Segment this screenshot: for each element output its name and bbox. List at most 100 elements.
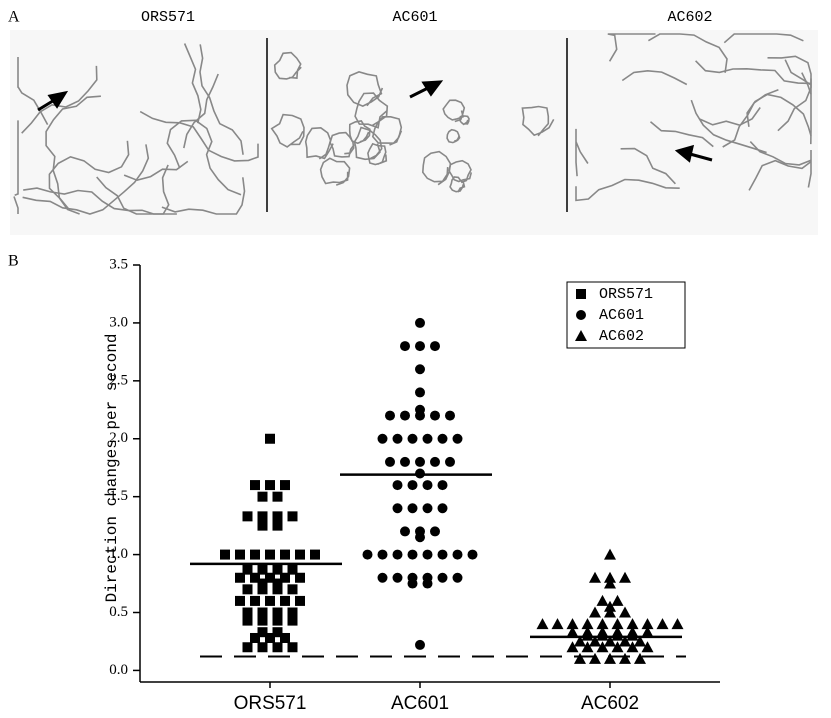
point <box>430 341 440 351</box>
point <box>400 341 410 351</box>
legend-label: AC601 <box>599 307 644 324</box>
point <box>250 550 260 560</box>
y-tick-label: 1.5 <box>109 488 128 504</box>
point <box>430 526 440 536</box>
point <box>250 480 260 490</box>
point <box>453 550 463 560</box>
panel-title: AC601 <box>392 9 437 26</box>
point <box>295 596 305 606</box>
panel-title: ORS571 <box>141 9 195 26</box>
point <box>288 616 298 626</box>
point <box>273 642 283 652</box>
point <box>423 550 433 560</box>
point <box>415 318 425 328</box>
point <box>243 642 253 652</box>
point <box>235 573 245 583</box>
point <box>604 653 616 664</box>
point <box>589 607 601 618</box>
point <box>634 653 646 664</box>
point <box>619 653 631 664</box>
point <box>273 616 283 626</box>
point <box>438 434 448 444</box>
point <box>265 480 275 490</box>
point <box>280 596 290 606</box>
point <box>258 584 268 594</box>
point <box>438 503 448 513</box>
point <box>258 521 268 531</box>
point <box>280 633 290 643</box>
legend-label: ORS571 <box>599 286 653 303</box>
y-tick-label: 1.0 <box>109 546 128 562</box>
point <box>423 503 433 513</box>
point <box>438 550 448 560</box>
point <box>258 511 268 521</box>
point <box>408 550 418 560</box>
point <box>393 503 403 513</box>
point <box>415 411 425 421</box>
point <box>378 434 388 444</box>
panel-title: AC602 <box>667 9 712 26</box>
x-tick-label: AC602 <box>581 693 639 714</box>
point <box>423 434 433 444</box>
point <box>295 550 305 560</box>
point <box>265 434 275 444</box>
point <box>258 616 268 626</box>
y-tick-label: 3.5 <box>109 256 128 272</box>
point <box>552 618 564 629</box>
point <box>445 457 455 467</box>
point <box>243 584 253 594</box>
point <box>423 579 433 589</box>
point <box>537 618 549 629</box>
point <box>243 511 253 521</box>
panel-a-background <box>10 30 818 235</box>
point <box>273 584 283 594</box>
point <box>453 434 463 444</box>
point <box>280 480 290 490</box>
point <box>430 457 440 467</box>
point <box>438 573 448 583</box>
point <box>400 411 410 421</box>
point <box>265 596 275 606</box>
point <box>576 289 586 299</box>
point <box>408 480 418 490</box>
point <box>393 573 403 583</box>
point <box>288 642 298 652</box>
point <box>415 457 425 467</box>
point <box>250 633 260 643</box>
point <box>235 596 245 606</box>
point <box>430 411 440 421</box>
point <box>378 573 388 583</box>
point <box>604 549 616 560</box>
point <box>310 550 320 560</box>
point <box>415 341 425 351</box>
point <box>468 550 478 560</box>
point <box>408 503 418 513</box>
point <box>363 550 373 560</box>
point <box>393 480 403 490</box>
point <box>235 550 245 560</box>
y-tick-label: 0.0 <box>109 662 128 678</box>
point <box>220 550 230 560</box>
y-tick-label: 2.5 <box>109 372 128 388</box>
point <box>288 584 298 594</box>
point <box>400 526 410 536</box>
point <box>589 653 601 664</box>
point <box>258 492 268 502</box>
point <box>657 618 669 629</box>
point <box>273 521 283 531</box>
point <box>243 616 253 626</box>
point <box>574 653 586 664</box>
point <box>604 578 616 589</box>
point <box>393 550 403 560</box>
point <box>597 595 609 606</box>
panel-label: A <box>8 9 20 26</box>
point <box>589 572 601 583</box>
point <box>672 618 684 629</box>
x-tick-label: ORS571 <box>234 693 307 714</box>
point <box>445 411 455 421</box>
y-tick-label: 2.0 <box>109 430 128 446</box>
point <box>385 457 395 467</box>
point <box>265 550 275 560</box>
y-tick-label: 3.0 <box>109 314 128 330</box>
point <box>393 434 403 444</box>
